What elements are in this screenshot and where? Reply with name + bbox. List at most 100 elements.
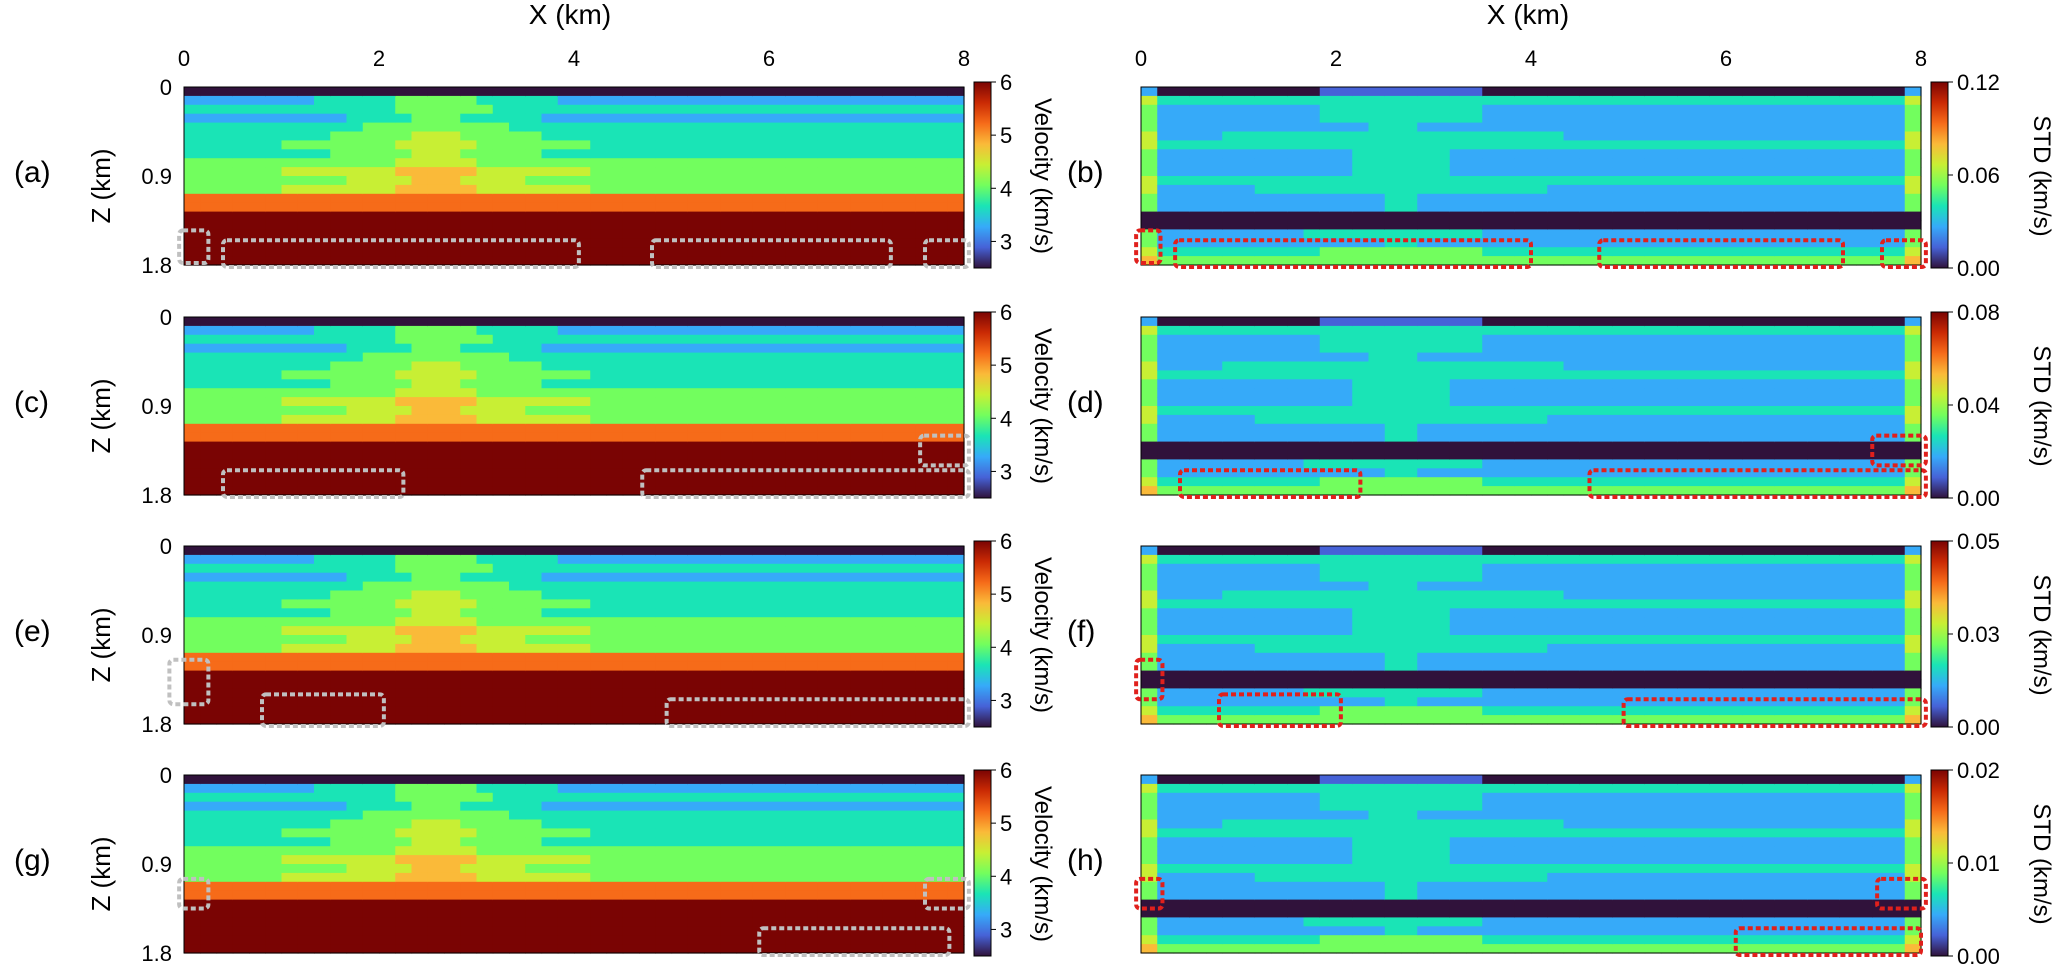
heatmap-cell bbox=[785, 256, 803, 266]
heatmap-cell bbox=[1742, 176, 1760, 186]
heatmap-cell bbox=[1173, 688, 1191, 698]
heatmap-cell bbox=[1482, 406, 1500, 416]
heatmap-cell bbox=[622, 361, 640, 371]
heatmap-cell bbox=[1287, 414, 1305, 425]
heatmap-cell bbox=[1449, 317, 1467, 327]
heatmap-cell bbox=[1466, 193, 1483, 204]
heatmap-cell bbox=[492, 546, 510, 556]
heatmap-cell bbox=[1254, 229, 1272, 239]
heatmap-cell bbox=[1466, 122, 1483, 133]
heatmap-cell bbox=[1238, 202, 1256, 213]
heatmap-cell bbox=[1498, 441, 1516, 452]
heatmap-cell bbox=[1287, 238, 1305, 248]
heatmap-cell bbox=[834, 554, 851, 565]
heatmap-cell bbox=[330, 256, 348, 266]
heatmap-cell bbox=[330, 450, 348, 460]
heatmap-cell bbox=[1791, 388, 1808, 398]
heatmap-cell bbox=[184, 546, 201, 556]
heatmap-cell bbox=[687, 149, 705, 159]
heatmap-cell bbox=[1774, 140, 1792, 150]
heatmap-cell bbox=[379, 643, 396, 654]
heatmap-cell bbox=[655, 122, 673, 133]
heatmap-cell bbox=[1579, 432, 1597, 443]
heatmap-cell bbox=[1872, 176, 1890, 186]
heatmap-cell bbox=[1352, 352, 1370, 363]
heatmap-cell bbox=[1547, 370, 1565, 380]
heatmap-cell bbox=[850, 432, 868, 443]
heatmap-cell bbox=[379, 104, 396, 115]
heatmap-cell bbox=[931, 325, 949, 336]
heatmap-cell bbox=[1531, 477, 1548, 487]
heatmap-cell bbox=[395, 202, 413, 213]
colorbar-label: STD (km/s) bbox=[2028, 345, 2055, 466]
heatmap-cell bbox=[915, 158, 933, 168]
heatmap-cell bbox=[525, 635, 543, 645]
heatmap-cell bbox=[1433, 352, 1451, 363]
heatmap-cell bbox=[1661, 361, 1678, 371]
heatmap-cell bbox=[346, 617, 364, 627]
heatmap-cell bbox=[899, 211, 916, 222]
heatmap-cell bbox=[1823, 184, 1841, 195]
heatmap-cell bbox=[362, 247, 380, 257]
heatmap-cell bbox=[297, 546, 315, 556]
heatmap-cell bbox=[362, 468, 380, 478]
heatmap-cell bbox=[1547, 256, 1565, 266]
heatmap-cell bbox=[1482, 229, 1500, 239]
heatmap-cell bbox=[1791, 167, 1808, 177]
heatmap-cell bbox=[769, 643, 786, 654]
heatmap-cell bbox=[1547, 140, 1565, 150]
heatmap-cell bbox=[476, 388, 494, 398]
heatmap-cell bbox=[1384, 238, 1402, 248]
heatmap-cell bbox=[297, 414, 315, 425]
heatmap-cell bbox=[1287, 184, 1305, 195]
heatmap-cell bbox=[1417, 211, 1435, 222]
heatmap-cell bbox=[1449, 414, 1467, 425]
heatmap-cell bbox=[1254, 459, 1272, 469]
heatmap-cell bbox=[817, 140, 835, 150]
heatmap-cell bbox=[184, 113, 201, 124]
heatmap-cell bbox=[769, 477, 786, 487]
heatmap-cell bbox=[1563, 325, 1581, 336]
heatmap-cell bbox=[671, 184, 689, 195]
heatmap-cell bbox=[1872, 184, 1890, 195]
heatmap-cell bbox=[1774, 229, 1792, 239]
heatmap-cell bbox=[704, 229, 721, 239]
heatmap-cell bbox=[1401, 193, 1418, 204]
heatmap-cell bbox=[216, 95, 234, 106]
heatmap-cell bbox=[1271, 140, 1288, 150]
heatmap-cell bbox=[785, 317, 803, 327]
heatmap-cell bbox=[817, 131, 835, 141]
heatmap-cell bbox=[769, 486, 786, 496]
heatmap-cell bbox=[1336, 211, 1353, 222]
heatmap-cell bbox=[1384, 87, 1402, 97]
heatmap-cell bbox=[460, 706, 478, 716]
heatmap-cell bbox=[541, 572, 559, 583]
heatmap-cell bbox=[590, 590, 608, 600]
heatmap-cell bbox=[687, 459, 705, 469]
heatmap-cell bbox=[834, 477, 851, 487]
heatmap-cell bbox=[200, 608, 218, 618]
heatmap-cell bbox=[297, 554, 315, 565]
heatmap-cell bbox=[1758, 334, 1776, 345]
heatmap-cell bbox=[444, 554, 461, 565]
heatmap-cell bbox=[1823, 238, 1841, 248]
heatmap-cell bbox=[1856, 220, 1873, 230]
heatmap-cell bbox=[1774, 406, 1792, 416]
heatmap-cell bbox=[1547, 176, 1565, 186]
heatmap-cell bbox=[1173, 113, 1191, 124]
heatmap-cell bbox=[1644, 113, 1662, 124]
heatmap-cell bbox=[509, 317, 526, 327]
heatmap-cell bbox=[541, 635, 559, 645]
heatmap-cell bbox=[1287, 477, 1305, 487]
colorbar-tick-label: 3 bbox=[1000, 229, 1012, 254]
heatmap-cell bbox=[330, 643, 348, 654]
heatmap-cell bbox=[1368, 176, 1386, 186]
heatmap-cell bbox=[1336, 325, 1353, 336]
heatmap-cell bbox=[1417, 149, 1435, 159]
heatmap-cell bbox=[1141, 459, 1158, 469]
heatmap-cell bbox=[1384, 468, 1402, 478]
heatmap-cell bbox=[1319, 388, 1337, 398]
heatmap-cell bbox=[882, 334, 900, 345]
heatmap-cell bbox=[1596, 131, 1613, 141]
heatmap-cell bbox=[346, 247, 364, 257]
